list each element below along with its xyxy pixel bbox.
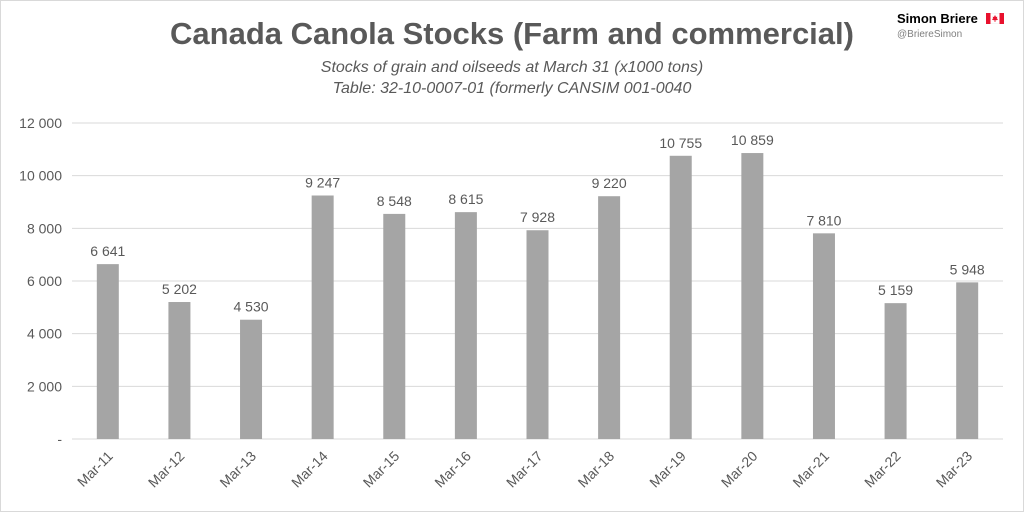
data-labels: 6 641 5 202 4 530 9 247 8 548 8 615 7 928 9 220… [90, 132, 985, 315]
data-label: 6 641 [90, 243, 125, 259]
x-tick-label: Mar-16 [431, 448, 474, 491]
data-label: 9 247 [305, 174, 340, 190]
x-tick-label: Mar-12 [145, 448, 188, 491]
y-tick-label: 12 000 [19, 115, 62, 131]
x-tick-label: Mar-17 [503, 448, 546, 491]
bar [526, 230, 549, 439]
bar [383, 213, 406, 439]
x-tick-label: Mar-22 [861, 448, 904, 491]
y-tick-label: 10 000 [19, 168, 62, 184]
data-label: 7 810 [806, 212, 841, 228]
canada-flag-icon [986, 13, 1005, 25]
author-brand: Simon Briere @BriereSimon [897, 10, 1005, 40]
data-label: 7 928 [520, 209, 555, 225]
data-label: 10 859 [731, 132, 774, 148]
x-axis-tick-labels: Mar-11 Mar-12 Mar-13 Mar-14 Mar-15 Mar-16 Mar-… [74, 448, 975, 491]
data-label: 5 948 [950, 261, 985, 277]
bars [96, 153, 979, 439]
data-label: 8 548 [377, 193, 412, 209]
data-label: 10 755 [659, 135, 702, 151]
bar [669, 155, 692, 439]
data-label: 5 159 [878, 282, 913, 298]
y-tick-label: 2 000 [27, 378, 62, 394]
data-label: 4 530 [234, 299, 269, 315]
bar [168, 302, 191, 439]
x-tick-label: Mar-20 [718, 448, 761, 491]
chart-subtitle-line2: Table: 32-10-0007-01 (formerly CANSIM 00… [332, 80, 692, 97]
y-tick-label: 8 000 [27, 220, 62, 236]
bar [240, 319, 263, 439]
bar [96, 264, 119, 439]
y-tick-label: 6 000 [27, 273, 62, 289]
x-tick-label: Mar-15 [360, 448, 403, 491]
x-tick-label: Mar-11 [74, 448, 116, 490]
bar [741, 153, 764, 439]
chart-title: Canada Canola Stocks (Farm and commercia… [170, 16, 854, 51]
bar [884, 303, 907, 439]
x-tick-label: Mar-13 [216, 448, 259, 491]
y-tick-label: - [57, 431, 62, 447]
bar [812, 233, 835, 439]
y-axis-tick-labels: - 2 000 4 000 6 000 8 000 10 000 12 000 [19, 115, 62, 447]
y-tick-label: 4 000 [27, 326, 62, 342]
x-tick-label: Mar-18 [575, 448, 618, 491]
bar [956, 282, 979, 439]
bar [454, 212, 477, 439]
bar [311, 195, 334, 439]
data-label: 9 220 [592, 175, 627, 191]
data-label: 8 615 [448, 191, 483, 207]
author-name: Simon Briere [897, 11, 978, 27]
x-tick-label: Mar-19 [646, 448, 689, 491]
author-handle: @BriereSimon [897, 29, 963, 40]
bar [598, 196, 621, 439]
x-tick-label: Mar-21 [789, 448, 832, 491]
x-tick-label: Mar-23 [933, 448, 976, 491]
chart-subtitle-line1: Stocks of grain and oilseeds at March 31… [320, 59, 704, 76]
data-label: 5 202 [162, 281, 197, 297]
x-tick-label: Mar-14 [288, 448, 331, 491]
